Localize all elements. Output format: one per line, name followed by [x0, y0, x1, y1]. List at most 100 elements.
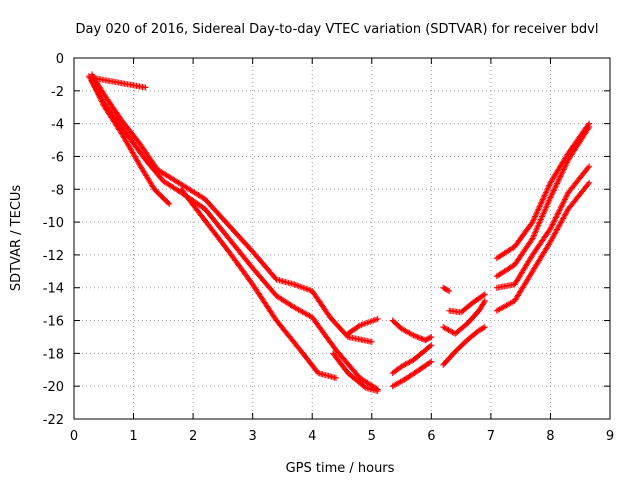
data-point: [544, 186, 551, 193]
data-point: [558, 170, 565, 177]
data-point: [544, 185, 551, 192]
series-track-p: [493, 123, 593, 280]
data-point: [561, 197, 568, 204]
x-tick-label: 2: [189, 429, 197, 444]
data-point: [448, 328, 455, 335]
data-point: [166, 201, 173, 207]
data-point: [586, 163, 593, 170]
data-point: [549, 190, 556, 197]
x-tick-label: 3: [249, 429, 257, 444]
series-track-r: [493, 179, 593, 314]
data-point: [562, 163, 568, 170]
data-point: [405, 359, 412, 366]
data-point: [536, 205, 542, 211]
data-point: [481, 299, 488, 306]
data-point: [556, 176, 562, 183]
data-point: [94, 88, 101, 95]
data-point: [548, 224, 555, 231]
data-point: [392, 381, 399, 388]
data-point: [142, 84, 149, 91]
data-point: [555, 177, 562, 184]
data-point: [93, 87, 100, 94]
series-track-n: [446, 291, 488, 316]
data-point: [539, 213, 546, 220]
data-point: [165, 200, 172, 206]
data-point: [534, 225, 540, 232]
data-point: [481, 324, 488, 331]
data-point: [554, 180, 561, 187]
x-tick-label: 5: [368, 429, 376, 444]
x-axis-label: GPS time / hours: [286, 461, 395, 476]
data-point: [563, 160, 570, 167]
data-point: [558, 203, 565, 210]
series-track-c: [88, 78, 173, 207]
data-point: [291, 281, 298, 288]
data-point: [428, 342, 435, 349]
x-tick-label: 4: [308, 429, 316, 444]
y-tick-label: -2: [51, 85, 64, 100]
data-point: [481, 297, 488, 304]
data-point: [543, 204, 549, 211]
data-point: [563, 192, 570, 199]
data-point: [559, 200, 566, 207]
x-tick-label: 1: [129, 429, 137, 444]
data-point: [552, 229, 559, 236]
y-tick-label: 0: [56, 52, 64, 67]
data-point: [556, 174, 563, 181]
data-point: [550, 218, 557, 225]
data-point: [407, 330, 414, 337]
data-point: [539, 198, 546, 204]
data-point: [553, 213, 560, 220]
data-point: [549, 221, 556, 228]
data-point: [551, 186, 558, 193]
data-point: [543, 188, 550, 195]
data-point: [554, 211, 561, 218]
series-track-i: [389, 342, 435, 377]
data-point: [548, 191, 555, 198]
data-point: [96, 93, 103, 99]
data-point: [558, 172, 564, 179]
data-point: [560, 166, 567, 173]
data-point: [399, 326, 406, 333]
data-point: [557, 204, 564, 211]
data-point: [445, 287, 451, 294]
data-point: [547, 225, 554, 232]
data-point: [401, 362, 408, 368]
series-track-q: [493, 163, 593, 291]
y-tick-label: -22: [43, 413, 64, 428]
y-tick-label: -18: [43, 347, 64, 362]
data-point: [544, 200, 551, 207]
data-point: [536, 203, 543, 210]
data-point: [97, 95, 104, 102]
data-point: [374, 315, 381, 322]
axis-ticks: 0 1 2 3 4 5 6 7 8 9 0 -2 -4 -6 -8 -10 -12 -14 -16 -18 -20 -22: [43, 52, 614, 444]
series-track-h: [389, 317, 435, 344]
data-point: [361, 383, 368, 390]
data-point: [560, 167, 566, 174]
series-track-o: [493, 120, 593, 262]
data-point: [480, 324, 487, 331]
data-point: [427, 343, 434, 350]
data-point: [552, 215, 559, 222]
data-point: [410, 332, 417, 339]
data-point: [91, 83, 98, 90]
data-point: [537, 200, 544, 207]
data-point: [98, 97, 105, 104]
y-tick-label: -6: [51, 150, 64, 165]
y-tick-label: -12: [43, 249, 64, 264]
data-point: [561, 165, 568, 172]
data-point: [99, 99, 106, 106]
data-point: [561, 196, 568, 203]
data-point: [532, 213, 539, 220]
data-point: [480, 292, 487, 299]
data-point: [90, 82, 97, 89]
data-point: [563, 193, 570, 200]
data-point: [541, 193, 548, 200]
data-point: [90, 80, 97, 87]
data-point: [538, 199, 545, 206]
data-point: [586, 123, 593, 130]
data-point: [586, 179, 593, 186]
data-point: [333, 375, 339, 381]
data-point: [94, 90, 101, 97]
